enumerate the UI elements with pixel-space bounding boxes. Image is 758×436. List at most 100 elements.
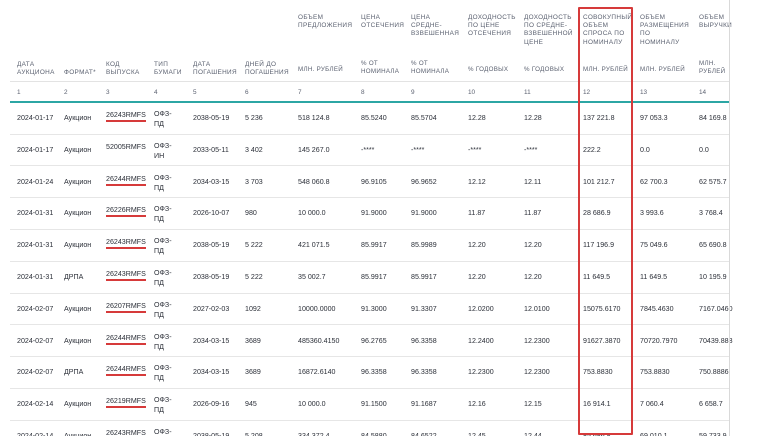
cell-revenue: 7167.0460 [699, 304, 733, 313]
cell-placed: 0.0 [640, 145, 650, 154]
cell-placed: 7845.4630 [640, 304, 674, 313]
column-header-11: ДОХОДНОСТЬ ПО СРЕДНЕ- ВЗВЕШЕННОЙ ЦЕНЕ [524, 14, 573, 46]
column-number-3: 3 [106, 89, 110, 96]
column-unit-13: МЛН. РУБЛЕЙ [640, 66, 686, 73]
column-header-2: ФОРМАТ* [64, 68, 96, 76]
cell-y-avg: 12.44 [524, 432, 542, 436]
cell-offer: 10000.0000 [298, 304, 336, 313]
cell-y-avg: 12.28 [524, 114, 542, 122]
cell-demand: 11 649.5 [583, 273, 611, 281]
column-number-7: 7 [298, 89, 302, 96]
header-accent-line [10, 101, 730, 103]
issue-code[interactable]: 26244RMFS [106, 175, 146, 186]
table-row: 2024-01-31 Аукцион 26226RMFS ОФЗ- ПД 2026-10… [0, 198, 758, 230]
cell-date: 2024-02-14 [17, 400, 54, 409]
cell-y-avg: 11.87 [524, 209, 542, 218]
cell-days: 3 703 [245, 177, 263, 186]
cell-demand: 117 196.9 [583, 241, 615, 250]
column-number-13: 13 [640, 89, 648, 96]
issue-code[interactable]: 26243RMFS [106, 238, 146, 250]
column-header-8: ЦЕНА ОТСЕЧЕНИЯ [361, 14, 405, 30]
cell-maturity: 2034-03-15 [193, 336, 230, 345]
row-divider [10, 419, 730, 421]
cell-placed: 75 049.6 [640, 241, 668, 250]
cell-y-cut: 12.16 [468, 400, 486, 409]
issue-code[interactable]: 26243RMFS [106, 429, 146, 436]
cell-revenue: 0.0 [699, 145, 709, 154]
issue-code[interactable]: 26243RMFS [106, 111, 146, 122]
column-number-10: 10 [468, 89, 476, 96]
issue-code[interactable]: 26244RMFS [106, 365, 146, 377]
cell-date: 2024-01-17 [17, 145, 54, 154]
row-divider [10, 324, 730, 326]
cell-revenue: 59 733.9 [699, 432, 727, 436]
cell-placed: 753.8830 [640, 368, 670, 377]
cell-placed: 11 649.5 [640, 273, 668, 281]
cell-y-avg: 12.11 [524, 177, 542, 186]
cell-offer: 145 267.0 [298, 145, 330, 154]
cell-y-cut: 12.20 [468, 241, 486, 250]
cell-format: Аукцион [64, 400, 92, 409]
cell-cutoff: 85.9917 [361, 241, 387, 250]
table-row: 2024-02-14 Аукцион 26243RMFS ОФЗ- ПД 2038-05… [0, 421, 758, 436]
cell-placed: 69 010.1 [640, 432, 668, 436]
issue-code[interactable]: 26243RMFS [106, 270, 146, 281]
cell-demand: 15075.6170 [583, 304, 621, 313]
row-divider [10, 165, 730, 167]
cell-days: 980 [245, 209, 257, 218]
cell-y-cut: 12.20 [468, 273, 486, 281]
cell-y-cut: 12.28 [468, 114, 486, 122]
cell-revenue: 62 575.7 [699, 177, 727, 186]
issue-code[interactable]: 26207RMFS [106, 302, 146, 313]
cell-cutoff: 91.1500 [361, 400, 387, 409]
header-divider [10, 81, 730, 82]
cell-y-cut: 12.12 [468, 177, 486, 186]
column-unit-14: МЛН. РУБЛЕЙ [699, 60, 726, 75]
cell-avg: 96.9652 [411, 177, 437, 186]
cell-maturity: 2034-03-15 [193, 368, 230, 377]
column-number-9: 9 [411, 89, 415, 96]
table-row: 2024-02-14 Аукцион 26219RMFS ОФЗ- ПД 2026-09… [0, 389, 758, 421]
cell-offer: 518 124.8 [298, 114, 330, 122]
column-number-11: 11 [524, 89, 531, 96]
issue-code[interactable]: 26244RMFS [106, 334, 146, 345]
cell-offer: 16872.6140 [298, 368, 336, 377]
bond-type: ОФЗ- ПД [154, 396, 172, 415]
cell-demand: 753.8830 [583, 368, 613, 377]
cell-avg: 91.3307 [411, 304, 437, 313]
table-row: 2024-01-17 Аукцион 26243RMFS ОФЗ- ПД 2038-05… [0, 103, 758, 135]
highlight-box-total-demand [578, 7, 633, 435]
issue-code[interactable]: 26219RMFS [106, 397, 146, 409]
cell-offer: 10 000.0 [298, 209, 326, 218]
cell-avg: 91.1687 [411, 400, 437, 409]
cell-revenue: 65 690.8 [699, 241, 727, 250]
column-unit-12: МЛН. РУБЛЕЙ [583, 66, 629, 73]
issue-code[interactable]: 26226RMFS [106, 206, 146, 218]
issue-code[interactable]: 52005RMFS [106, 142, 146, 151]
cell-placed: 97 053.3 [640, 114, 668, 122]
cell-format: ДРПА [64, 273, 84, 281]
cell-date: 2024-02-07 [17, 368, 54, 377]
cell-cutoff: 96.9105 [361, 177, 387, 186]
bond-type: ОФЗ- ПД [154, 300, 172, 319]
cell-date: 2024-01-31 [17, 209, 54, 218]
cell-y-avg: 12.2300 [524, 368, 550, 377]
cell-y-cut: 11.87 [468, 209, 486, 218]
column-number-4: 4 [154, 89, 158, 96]
cell-format: Аукцион [64, 336, 92, 345]
column-number-6: 6 [245, 89, 249, 96]
cell-offer: 421 071.5 [298, 241, 330, 250]
column-header-1: ДАТА АУКЦИОНА [17, 60, 55, 76]
bond-type: ОФЗ- ПД [154, 364, 172, 383]
cell-date: 2024-01-31 [17, 273, 54, 281]
column-unit-9: % ОТ НОМИНАЛА [411, 60, 450, 75]
cell-offer: 548 060.8 [298, 177, 330, 186]
cell-format: Аукцион [64, 432, 92, 436]
cell-cutoff: 84.5880 [361, 432, 387, 436]
cell-y-cut: 12.2400 [468, 336, 494, 345]
cell-revenue: 70439.883 [699, 336, 733, 345]
column-number-2: 2 [64, 89, 68, 96]
cell-maturity: 2034-03-15 [193, 177, 230, 186]
right-edge-divider [729, 0, 730, 436]
